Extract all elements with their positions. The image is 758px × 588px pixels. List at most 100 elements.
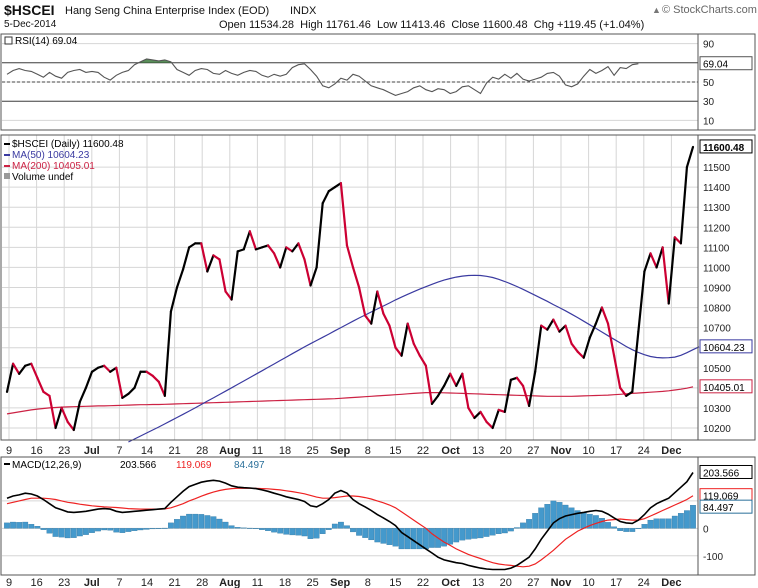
price-segment <box>218 258 227 293</box>
price-segment <box>485 420 494 430</box>
price-tick-label: 10800 <box>703 304 731 315</box>
macd-histogram-bar <box>234 527 241 529</box>
macd-x-tick-label: 9 <box>6 577 12 588</box>
macd-histogram-bar <box>671 515 678 529</box>
macd-x-tick-label: 22 <box>417 577 429 588</box>
macd-x-tick-label: 8 <box>365 577 371 588</box>
x-tick-label: 11 <box>252 445 263 457</box>
macd-histogram-bar <box>568 507 575 529</box>
price-segment <box>461 372 470 409</box>
price-segment <box>558 324 567 333</box>
macd-histogram-bar <box>198 514 205 529</box>
macd-histogram-bar <box>289 528 296 536</box>
price-segment <box>625 390 634 397</box>
price-segment <box>321 190 330 205</box>
macd-histogram-bar <box>125 528 132 532</box>
macd-histogram-bar <box>161 527 168 529</box>
macd-histogram-bar <box>113 528 120 533</box>
ma50-last-value-box <box>699 339 753 354</box>
macd-histogram-bar <box>653 518 660 529</box>
exchange-label: INDX <box>290 5 317 17</box>
rsi-line <box>6 58 639 96</box>
macd-histogram-bar <box>143 528 150 530</box>
price-segment <box>637 270 646 333</box>
price-segment <box>394 346 403 357</box>
macd-histogram-bar <box>210 516 217 529</box>
macd-legend-text: 84.497 <box>234 460 265 471</box>
x-tick-label: Dec <box>661 445 681 457</box>
macd-x-tick-label: 24 <box>638 577 650 588</box>
price-segment <box>534 324 543 373</box>
macd-histogram-bar <box>605 522 611 529</box>
price-segment <box>351 266 361 289</box>
macd-histogram-bar <box>137 528 144 531</box>
x-tick-label: 16 <box>30 445 42 457</box>
macd-histogram-bar <box>338 521 344 529</box>
price-segment <box>430 394 440 405</box>
price-segment <box>230 250 239 301</box>
macd-histogram-bar <box>204 515 211 529</box>
macd-histogram-bar <box>52 528 59 537</box>
macd-x-tick-label: Sep <box>330 577 350 588</box>
price-segment <box>400 322 409 357</box>
price-segment <box>273 252 282 269</box>
macd-histogram-bar <box>635 528 642 529</box>
ohlc-summary: Open 11534.28 High 11761.46 Low 11413.46… <box>219 19 645 31</box>
macd-frame <box>0 456 756 576</box>
price-segment <box>66 420 75 432</box>
price-segment <box>600 306 610 325</box>
price-legend-text: $HSCEI (Daily) 11600.48 <box>12 139 124 150</box>
price-legend-text: MA(200) 10405.01 <box>12 161 95 172</box>
price-segment <box>121 392 130 399</box>
macd-histogram-bar <box>253 528 259 529</box>
signal-last-value: 119.069 <box>703 492 739 503</box>
price-segment <box>339 182 349 247</box>
price-segment <box>576 350 585 359</box>
macd-x-tick-label: 17 <box>610 577 622 588</box>
ma200-last-value-box <box>699 379 753 394</box>
macd-histogram-bar <box>356 528 362 536</box>
price-segment <box>248 230 258 251</box>
price-segment <box>60 406 69 424</box>
price-last-value-box <box>699 139 753 154</box>
price-segment <box>655 246 664 269</box>
ma200-line <box>6 386 694 415</box>
price-segment <box>315 202 324 269</box>
macd-histogram-bar <box>295 528 302 536</box>
macd-histogram-bar <box>507 528 514 532</box>
macd-x-tick-label: Nov <box>551 577 573 588</box>
macd-legend-text: MACD(12,26,9) <box>12 460 81 471</box>
macd-line <box>6 472 694 571</box>
x-tick-label: 8 <box>365 445 371 457</box>
macd-histogram-bar <box>174 519 180 529</box>
macd-tick-label: -100 <box>703 552 723 563</box>
histogram-last-value-box <box>699 499 753 514</box>
price-segment <box>18 364 27 375</box>
macd-histogram-bar <box>617 528 624 531</box>
ma200-last-value: 10405.01 <box>703 383 745 394</box>
macd-histogram-bar <box>586 513 593 529</box>
price-tick-label: 10200 <box>703 424 731 435</box>
macd-histogram-bar <box>95 528 101 532</box>
x-tick-label: 9 <box>6 445 12 457</box>
macd-histogram-bar <box>192 513 199 529</box>
macd-histogram-bar <box>70 528 77 538</box>
macd-histogram-bar <box>319 528 326 534</box>
price-segment <box>103 364 112 373</box>
price-segment <box>200 242 209 273</box>
macd-histogram-bar <box>495 528 502 534</box>
macd-histogram-bar <box>374 528 381 543</box>
x-tick-label: 14 <box>141 445 153 457</box>
macd-x-tick-label: Aug <box>219 577 240 588</box>
rsi-last-value-box <box>699 56 753 71</box>
price-segment <box>345 244 355 269</box>
price-segment <box>188 242 197 249</box>
macd-histogram-bar <box>441 528 447 547</box>
x-tick-label: 7 <box>116 445 122 457</box>
price-segment <box>206 254 215 273</box>
x-tick-label: 22 <box>417 445 429 457</box>
price-segment <box>48 394 57 430</box>
macd-histogram-bar <box>465 528 472 540</box>
macd-histogram-bar <box>690 505 696 529</box>
price-segment <box>619 386 628 397</box>
